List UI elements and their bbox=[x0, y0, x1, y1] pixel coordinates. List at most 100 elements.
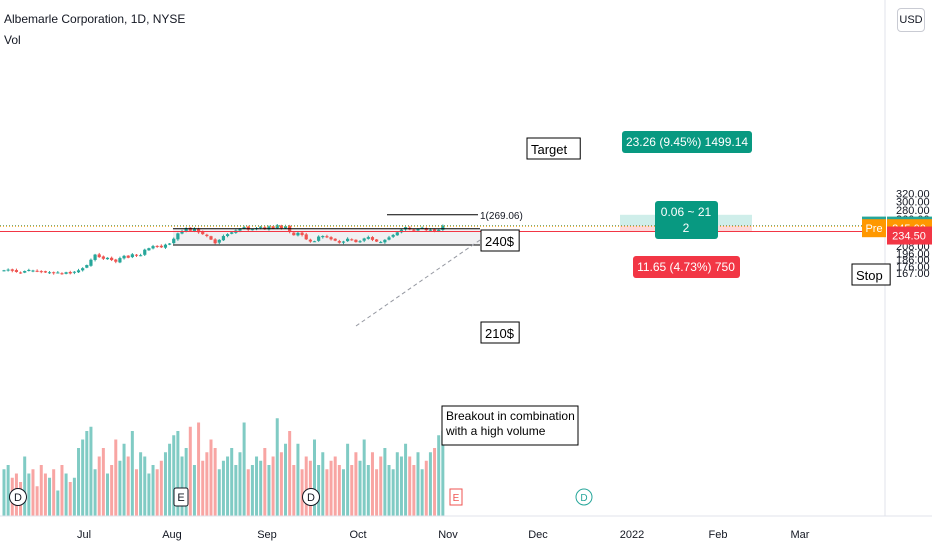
candle-body bbox=[176, 233, 180, 240]
candle-body bbox=[391, 234, 395, 237]
volume-bar bbox=[437, 435, 441, 516]
candle bbox=[341, 240, 346, 245]
volume-bar bbox=[230, 448, 234, 516]
candle-body bbox=[275, 225, 279, 229]
candle-body bbox=[10, 269, 14, 271]
volume-bar bbox=[110, 465, 114, 516]
candle bbox=[89, 258, 93, 267]
event-marker-dividend[interactable]: D bbox=[9, 488, 27, 506]
candle bbox=[387, 235, 391, 241]
profit-label-text: 23.26 (9.45%) 1499.14 bbox=[626, 135, 748, 149]
volume-bar bbox=[313, 439, 316, 516]
candle-body bbox=[201, 231, 205, 235]
candle bbox=[151, 244, 155, 250]
candle bbox=[52, 271, 56, 275]
volume-bar bbox=[288, 431, 292, 516]
candle-body bbox=[271, 226, 275, 229]
time-tick-label: Jul bbox=[77, 529, 91, 541]
volume-bar bbox=[147, 473, 151, 516]
candle bbox=[56, 271, 60, 274]
candle-body bbox=[279, 225, 283, 229]
time-tick-label: Feb bbox=[709, 529, 728, 541]
candle-body bbox=[267, 226, 271, 230]
volume-bar bbox=[139, 452, 143, 516]
volume-bar bbox=[60, 465, 64, 516]
candle bbox=[118, 256, 122, 264]
candle-body bbox=[296, 232, 300, 236]
candle bbox=[101, 255, 105, 260]
candle-body bbox=[437, 229, 441, 232]
candle-body bbox=[43, 271, 47, 273]
volume-bar bbox=[399, 456, 403, 516]
candle-body bbox=[242, 227, 246, 229]
candle bbox=[176, 232, 180, 241]
candle bbox=[296, 231, 300, 237]
volume-bar bbox=[296, 443, 300, 516]
candle bbox=[375, 238, 379, 243]
candle bbox=[312, 240, 317, 243]
candle bbox=[39, 270, 43, 274]
event-marker-dividend-upcoming[interactable]: D bbox=[575, 488, 593, 506]
candle bbox=[325, 234, 329, 239]
candle bbox=[399, 228, 404, 234]
target-label-text: Target bbox=[531, 142, 568, 157]
candle bbox=[329, 236, 333, 241]
event-marker-dividend[interactable]: D bbox=[302, 488, 320, 506]
candle-body bbox=[341, 241, 346, 243]
volume-bar bbox=[279, 452, 283, 516]
support-label: 210$ bbox=[480, 321, 520, 344]
candle-body bbox=[358, 241, 362, 243]
volume-bar bbox=[292, 465, 296, 516]
candle-body bbox=[333, 238, 337, 241]
volume-bar bbox=[275, 418, 279, 516]
candle-body bbox=[31, 270, 35, 272]
candle bbox=[337, 239, 341, 244]
volume-bar bbox=[180, 456, 184, 516]
candle-body bbox=[89, 259, 93, 266]
candle bbox=[180, 229, 184, 235]
volume-bar bbox=[337, 465, 341, 516]
volume-bar bbox=[246, 469, 250, 516]
volume-bar bbox=[188, 426, 192, 516]
candle bbox=[31, 269, 35, 273]
volume-bar bbox=[259, 460, 263, 516]
candle-body bbox=[168, 243, 172, 245]
volume-bar bbox=[358, 460, 362, 516]
currency-button[interactable]: USD bbox=[897, 8, 925, 32]
volume-indicator-label[interactable]: Vol bbox=[4, 33, 21, 47]
volume-bar bbox=[329, 460, 333, 516]
candle-body bbox=[354, 239, 358, 243]
volume-bar bbox=[31, 469, 35, 516]
volume-bar bbox=[6, 465, 10, 516]
volume-bar bbox=[221, 460, 225, 516]
event-marker-earnings-upcoming[interactable]: E bbox=[449, 488, 463, 506]
candle-body bbox=[56, 272, 60, 274]
volume-bar bbox=[250, 465, 254, 516]
target-fib-label: 1(269.06) bbox=[480, 211, 523, 222]
event-marker-earnings[interactable]: E bbox=[173, 487, 189, 507]
price-badge-bg bbox=[887, 226, 932, 245]
volume-bar bbox=[168, 443, 172, 516]
volume-bar bbox=[134, 469, 138, 516]
candle bbox=[35, 269, 39, 273]
volume-bar bbox=[89, 426, 93, 516]
time-tick-label: Dec bbox=[528, 529, 548, 541]
loss-label-bg bbox=[633, 256, 740, 278]
volume-bar bbox=[433, 448, 437, 516]
candle bbox=[267, 225, 271, 231]
volume-bar bbox=[213, 448, 217, 516]
profit-label: 23.26 (9.45%) 1499.14 bbox=[622, 131, 752, 153]
candle-body bbox=[362, 238, 366, 241]
candle-body bbox=[35, 270, 39, 272]
candle-body bbox=[428, 229, 433, 231]
candle-body bbox=[139, 255, 143, 257]
candle bbox=[379, 240, 383, 244]
volume-bar bbox=[350, 465, 354, 516]
volume-bar bbox=[197, 422, 201, 516]
candle-body bbox=[23, 271, 27, 273]
stop-label: Stop bbox=[851, 263, 891, 286]
time-tick-label: Nov bbox=[438, 529, 458, 541]
volume-bar bbox=[159, 460, 163, 516]
candle bbox=[64, 271, 68, 275]
